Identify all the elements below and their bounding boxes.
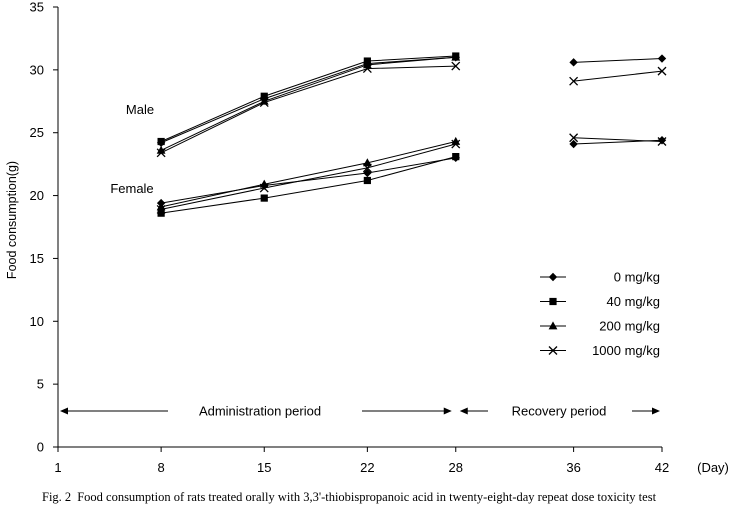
x-tick-label: 8 xyxy=(158,460,165,475)
data-point-diamond xyxy=(657,136,667,145)
data-point-cross xyxy=(657,66,667,76)
data-point-cross xyxy=(362,64,372,74)
x-tick-label: 28 xyxy=(449,460,463,475)
data-point-square xyxy=(260,194,268,202)
legend-marker-square xyxy=(549,297,557,306)
data-point-triangle xyxy=(259,96,269,105)
legend-marker-cross xyxy=(548,346,558,355)
data-point-square xyxy=(260,92,268,100)
legend-marker-diamond xyxy=(548,272,558,282)
admin-arrow-left-head xyxy=(60,407,68,415)
data-point-triangle xyxy=(362,158,372,167)
y-tick-label: 35 xyxy=(30,0,44,15)
data-point-square xyxy=(452,153,460,161)
figure-caption: Fig. 2 Food consumption of rats treated o… xyxy=(42,490,722,505)
y-tick-label: 20 xyxy=(30,188,44,203)
x-tick-label: 42 xyxy=(655,460,669,475)
chart: 0 5 10 15 20 25 30 35 1 8 15 22 28 36 42 (Day) Food cons… xyxy=(5,0,729,475)
recovery-arrow-right-head xyxy=(652,407,660,415)
admin-arrow-right-head xyxy=(443,407,452,415)
series-line xyxy=(161,156,456,214)
data-point-cross xyxy=(259,98,269,108)
data-point-cross xyxy=(451,139,461,149)
y-tick-label: 10 xyxy=(30,314,44,329)
recovery-arrow-left-head xyxy=(459,407,468,415)
y-tick-label: 30 xyxy=(30,62,44,77)
recovery-period-label: Recovery period xyxy=(512,404,607,419)
figure-caption-text: Food consumption of rats treated orally … xyxy=(77,490,657,504)
data-point-triangle xyxy=(451,52,461,61)
y-tick-label: 25 xyxy=(30,125,44,140)
series-line xyxy=(161,141,456,208)
data-point-square xyxy=(157,137,165,146)
x-tick-label: 22 xyxy=(360,460,374,475)
series-line xyxy=(573,58,663,63)
data-point-triangle xyxy=(156,202,166,211)
legend-label: 40 mg/kg xyxy=(607,294,660,309)
series-line xyxy=(160,56,456,144)
female-group-label: Female xyxy=(110,181,153,196)
data-point-diamond xyxy=(569,139,578,149)
series-line xyxy=(573,70,663,82)
data-point-square xyxy=(363,176,371,185)
series-line xyxy=(160,55,456,142)
data-point-cross xyxy=(156,148,166,158)
series-line xyxy=(573,137,663,143)
data-point-cross xyxy=(362,163,372,173)
y-tick-label: 5 xyxy=(37,377,44,392)
data-point-triangle xyxy=(451,136,461,145)
legend-marker-triangle xyxy=(548,321,558,330)
legend-label: 1000 mg/kg xyxy=(592,343,660,358)
y-axis-label: Food consumption(g) xyxy=(5,161,19,279)
data-point-diamond xyxy=(657,54,667,63)
data-point-cross xyxy=(156,204,166,214)
data-point-diamond xyxy=(569,58,578,67)
series-line xyxy=(161,157,456,204)
legend-label: 0 mg/kg xyxy=(614,270,660,285)
x-tick-label: 15 xyxy=(257,460,271,475)
data-point-cross xyxy=(451,61,461,71)
data-point-cross xyxy=(657,137,667,146)
figure-number: Fig. 2 xyxy=(42,490,72,504)
legend-label: 200 mg/kg xyxy=(599,319,660,334)
data-point-cross xyxy=(569,76,579,86)
series-line xyxy=(160,56,456,151)
x-tick-label: 1 xyxy=(54,460,61,475)
data-point-cross xyxy=(569,133,579,143)
data-point-cross xyxy=(259,183,269,193)
male-group-label: Male xyxy=(126,102,154,117)
administration-period-label: Administration period xyxy=(199,404,321,419)
x-tick-label: 36 xyxy=(566,460,580,475)
data-point-square xyxy=(157,209,165,217)
x-axis-unit-label: (Day) xyxy=(697,460,729,475)
y-tick-label: 0 xyxy=(37,440,44,455)
series-line xyxy=(160,65,456,154)
y-tick-label: 15 xyxy=(30,251,44,266)
series-line xyxy=(161,143,456,210)
